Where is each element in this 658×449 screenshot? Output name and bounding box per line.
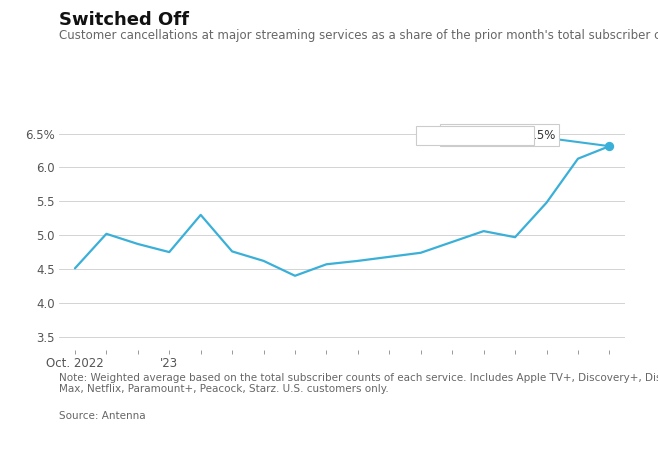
Text: 6.315%: 6.315% bbox=[482, 128, 531, 141]
Text: Source: Antenna: Source: Antenna bbox=[59, 411, 146, 421]
Point bbox=[604, 143, 615, 150]
Text: Customer cancellations at major streaming services as a share of the prior month: Customer cancellations at major streamin… bbox=[59, 29, 658, 42]
Text: Switched Off: Switched Off bbox=[59, 11, 190, 29]
Text: Note: Weighted average based on the total subscriber counts of each service. Inc: Note: Weighted average based on the tota… bbox=[59, 373, 658, 394]
Text: Nov. 2023  6.315%: Nov. 2023 6.315% bbox=[443, 128, 555, 141]
Text: Nov. 2023: Nov. 2023 bbox=[419, 128, 482, 141]
